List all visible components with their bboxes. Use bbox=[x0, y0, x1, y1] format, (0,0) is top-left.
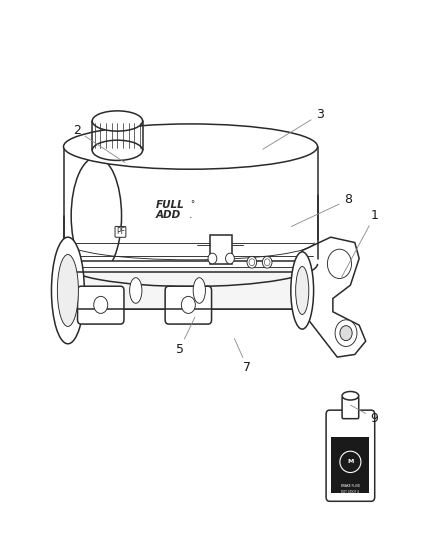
Ellipse shape bbox=[247, 256, 257, 268]
Ellipse shape bbox=[340, 451, 361, 473]
Ellipse shape bbox=[64, 124, 318, 169]
Ellipse shape bbox=[71, 157, 121, 274]
Ellipse shape bbox=[92, 140, 143, 160]
Polygon shape bbox=[68, 261, 313, 298]
Ellipse shape bbox=[342, 391, 359, 400]
Polygon shape bbox=[68, 266, 315, 309]
Ellipse shape bbox=[130, 278, 142, 303]
Ellipse shape bbox=[92, 111, 143, 131]
FancyBboxPatch shape bbox=[332, 437, 370, 492]
Text: 1: 1 bbox=[371, 209, 378, 222]
Text: DOT 3/DOT 4: DOT 3/DOT 4 bbox=[342, 490, 359, 494]
Ellipse shape bbox=[327, 249, 351, 278]
Text: .: . bbox=[189, 210, 193, 220]
Text: 2: 2 bbox=[73, 124, 81, 137]
Text: PF: PF bbox=[116, 228, 125, 236]
Ellipse shape bbox=[296, 266, 309, 314]
Text: 8: 8 bbox=[344, 193, 352, 206]
Ellipse shape bbox=[265, 259, 270, 265]
Ellipse shape bbox=[335, 320, 357, 346]
FancyBboxPatch shape bbox=[326, 410, 374, 501]
Text: M: M bbox=[347, 459, 353, 464]
FancyBboxPatch shape bbox=[342, 397, 359, 419]
Text: BRAKE FLUID: BRAKE FLUID bbox=[341, 484, 360, 488]
FancyBboxPatch shape bbox=[210, 235, 232, 264]
FancyBboxPatch shape bbox=[165, 286, 212, 324]
Text: 5: 5 bbox=[176, 343, 184, 356]
Text: 3: 3 bbox=[316, 108, 324, 121]
Ellipse shape bbox=[208, 253, 217, 264]
Ellipse shape bbox=[226, 253, 234, 264]
Text: °: ° bbox=[191, 200, 194, 208]
Text: FULL: FULL bbox=[155, 200, 184, 210]
Ellipse shape bbox=[181, 296, 195, 313]
Text: ADD: ADD bbox=[155, 211, 181, 220]
Ellipse shape bbox=[249, 259, 255, 265]
Text: 9: 9 bbox=[371, 412, 378, 425]
Ellipse shape bbox=[193, 278, 205, 303]
Ellipse shape bbox=[262, 256, 272, 268]
Ellipse shape bbox=[52, 237, 84, 344]
Polygon shape bbox=[302, 237, 366, 357]
FancyBboxPatch shape bbox=[78, 286, 124, 324]
Ellipse shape bbox=[94, 296, 108, 313]
Ellipse shape bbox=[57, 255, 78, 326]
Text: 7: 7 bbox=[244, 361, 251, 374]
Ellipse shape bbox=[291, 252, 314, 329]
Ellipse shape bbox=[340, 326, 352, 341]
